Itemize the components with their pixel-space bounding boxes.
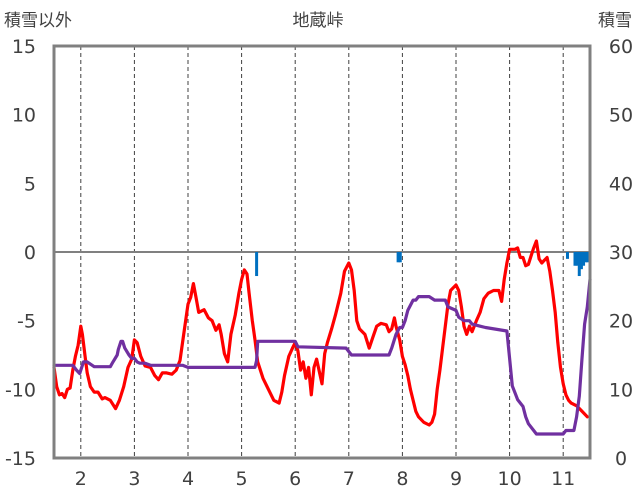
- x-tick-label: 8: [396, 468, 408, 490]
- left-tick-label: 15: [12, 36, 36, 58]
- snow-bar: [575, 252, 579, 266]
- right-tick-label: 20: [609, 311, 633, 333]
- left-tick-label: -5: [17, 311, 36, 333]
- left-axis-label: 積雪以外: [4, 11, 72, 31]
- snow-bar: [584, 252, 588, 263]
- snow-bar: [565, 252, 569, 259]
- right-tick-label: 0: [615, 448, 627, 470]
- x-axis-ticks: 2 3 4 5 6 7 8 9 10 11: [75, 468, 576, 490]
- snow-bar: [255, 252, 259, 277]
- x-tick-label: 4: [182, 468, 194, 490]
- plot-frame: [52, 44, 592, 460]
- left-tick-label: -15: [5, 448, 36, 470]
- snow-bar: [396, 252, 400, 263]
- left-axis-ticks: 15 10 5 0 -5 -10 -15: [5, 36, 36, 470]
- snow-depth-line: [52, 277, 592, 436]
- x-tick-label: 7: [343, 468, 355, 490]
- left-tick-label: 5: [24, 173, 36, 195]
- chart-series: [52, 239, 592, 436]
- x-tick-label: 11: [551, 468, 575, 490]
- x-tick-label: 10: [498, 468, 522, 490]
- left-tick-label: 10: [12, 105, 36, 127]
- snow-bar: [579, 252, 583, 270]
- right-tick-label: 40: [609, 173, 633, 195]
- right-tick-label: 30: [609, 242, 633, 264]
- snow-bar: [398, 252, 402, 263]
- x-tick-label: 6: [289, 468, 301, 490]
- left-tick-label: -10: [5, 379, 36, 401]
- snow-bar: [582, 252, 586, 266]
- x-tick-label: 3: [128, 468, 140, 490]
- right-tick-label: 60: [609, 36, 633, 58]
- x-tick-label: 2: [75, 468, 87, 490]
- snow-bar: [586, 252, 590, 263]
- x-tick-label: 9: [450, 468, 462, 490]
- right-tick-label: 10: [609, 379, 633, 401]
- snow-bar: [577, 252, 581, 277]
- x-tick-label: 5: [236, 468, 248, 490]
- right-axis-ticks: 60 50 40 30 20 10 0: [609, 36, 633, 470]
- right-tick-label: 50: [609, 105, 633, 127]
- snow-depth-bars: [255, 252, 590, 277]
- left-tick-label: 0: [24, 242, 36, 264]
- chart-title: 地蔵峠: [293, 11, 344, 31]
- snow-bar: [573, 252, 577, 266]
- right-axis-label: 積雪: [598, 11, 632, 31]
